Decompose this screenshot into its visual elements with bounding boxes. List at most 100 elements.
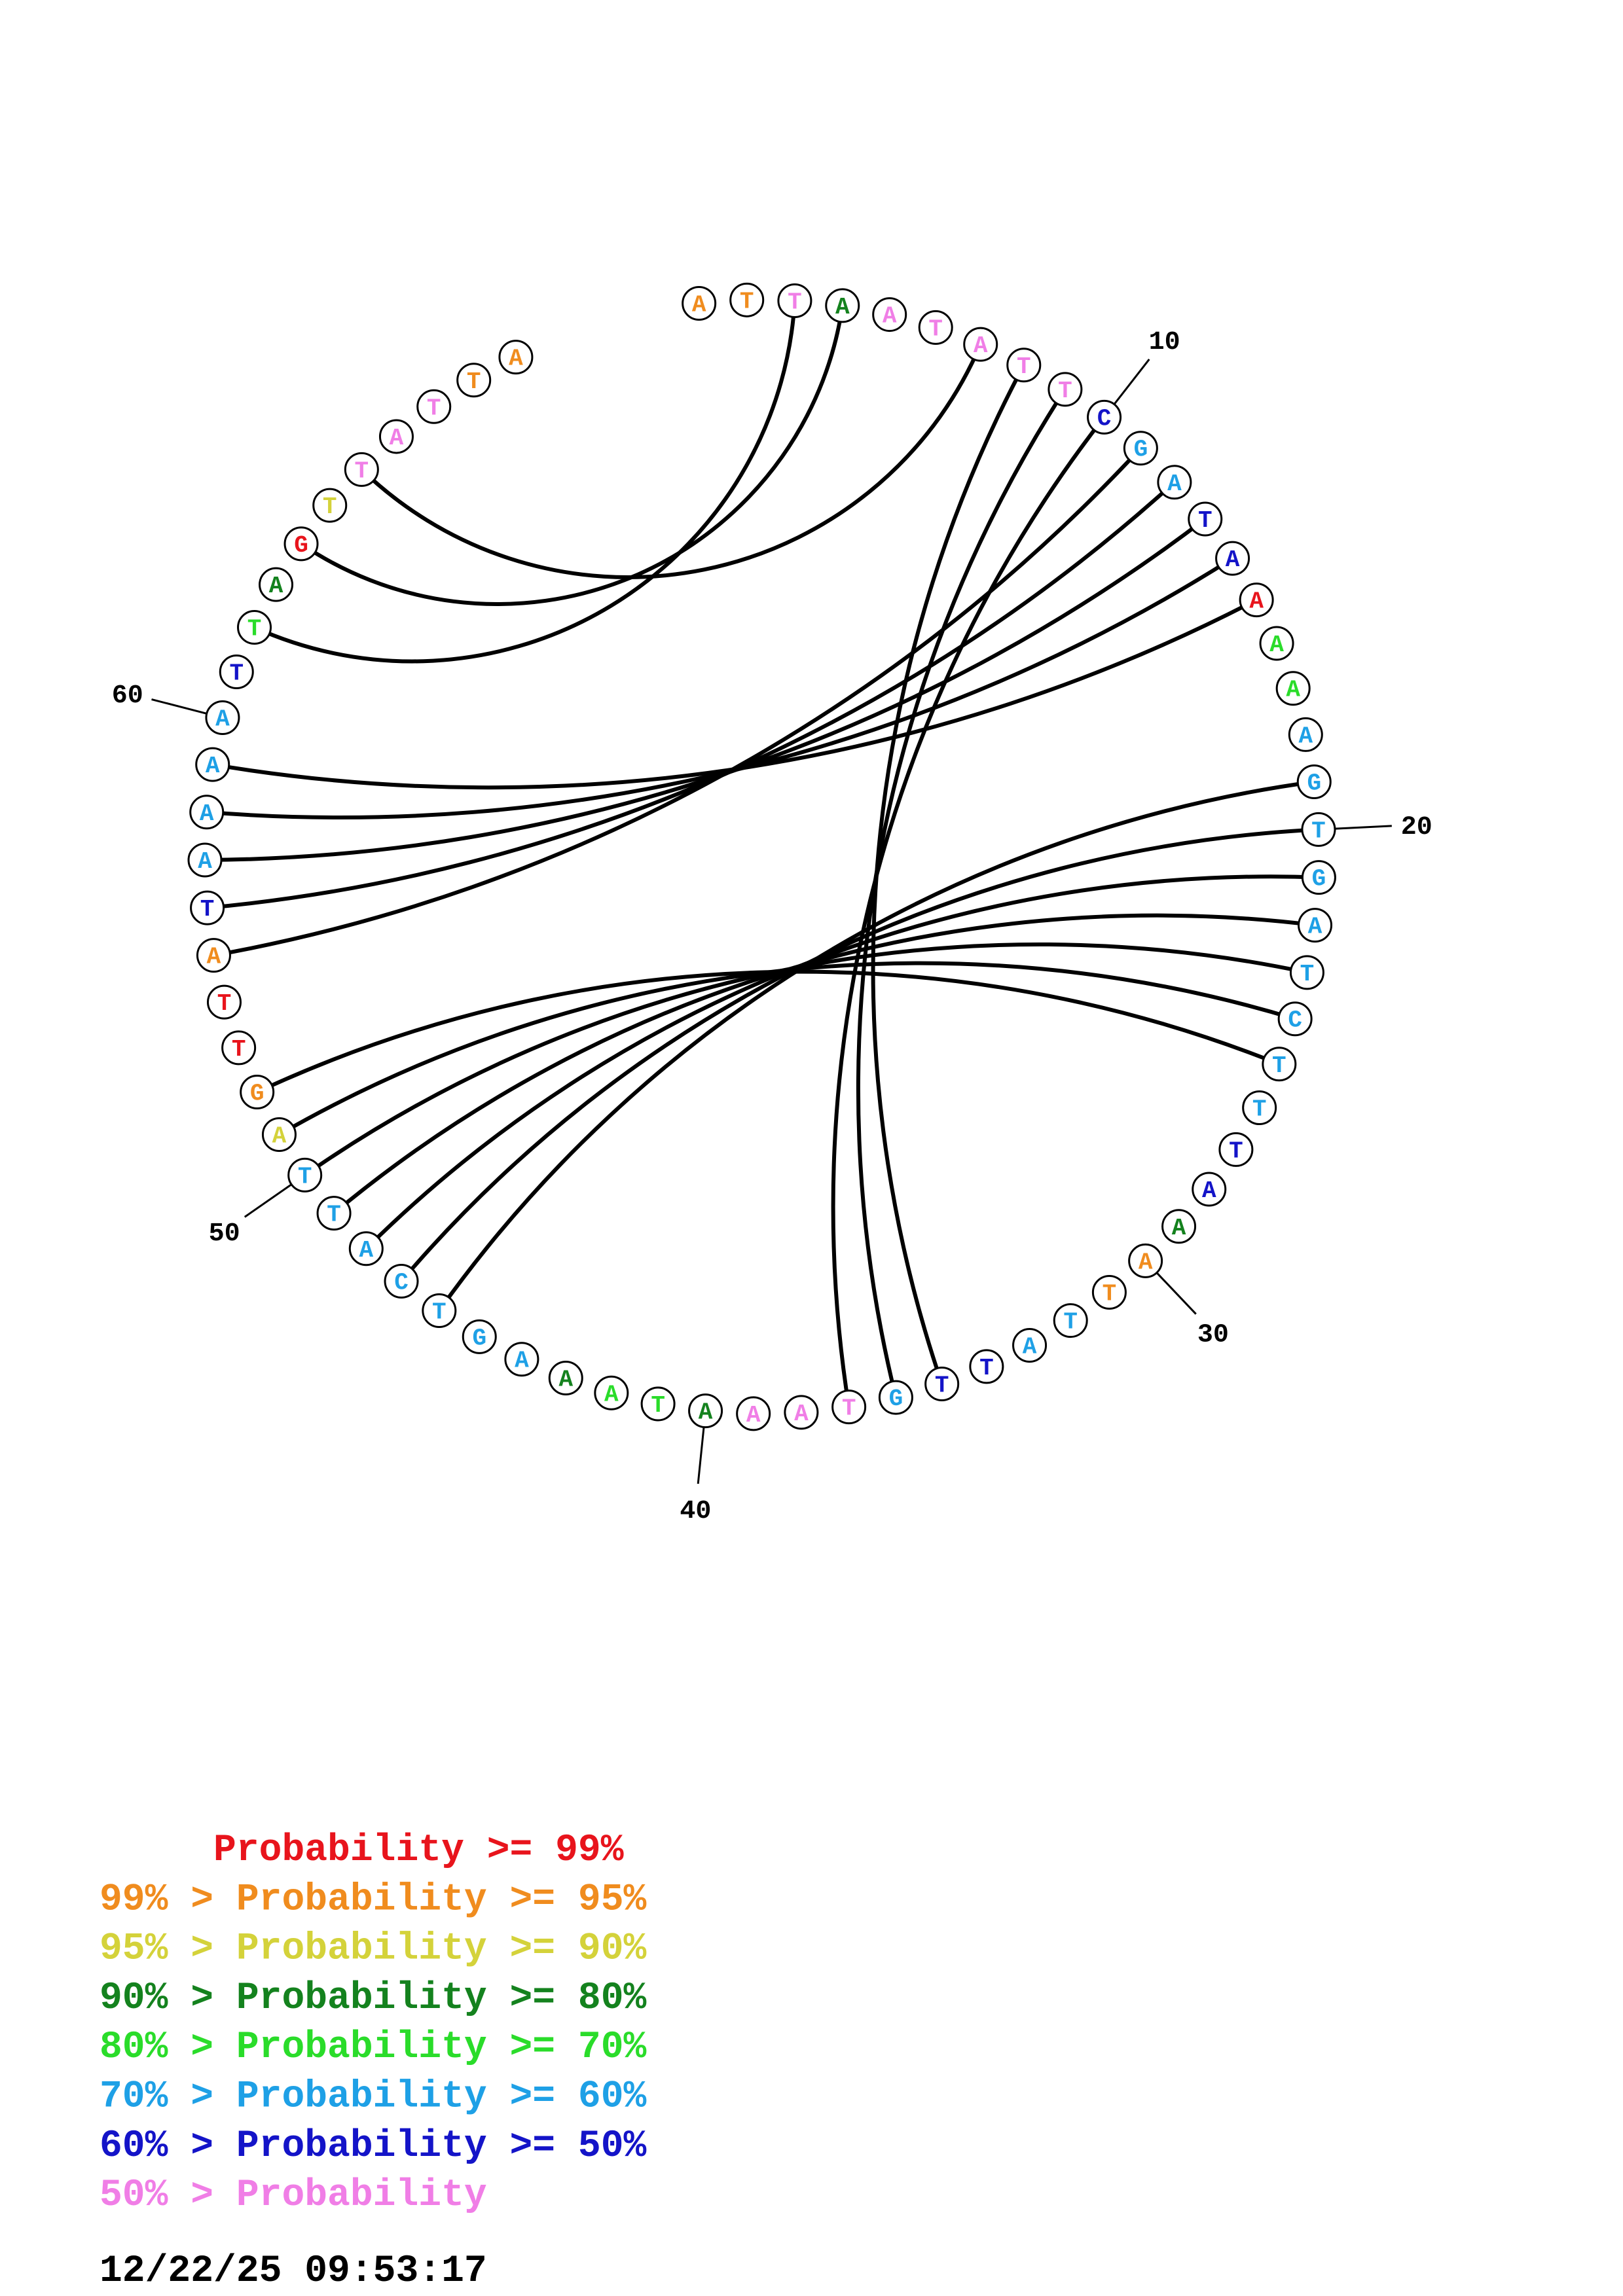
base-9: T xyxy=(1048,372,1083,407)
base-letter: C xyxy=(1097,405,1112,432)
base-letter: A xyxy=(1269,632,1284,658)
base-letter: C xyxy=(1288,1007,1302,1034)
base-letter: T xyxy=(1300,961,1315,988)
base-15: A xyxy=(1239,583,1274,618)
base-36: G xyxy=(878,1380,913,1415)
base-circle xyxy=(1262,1047,1297,1082)
tick-label-10: 10 xyxy=(1149,328,1180,357)
base-67: A xyxy=(378,419,414,454)
base-circle xyxy=(1048,372,1083,407)
base-46: T xyxy=(422,1293,457,1329)
base-letter: T xyxy=(651,1392,665,1419)
base-26: T xyxy=(1242,1090,1277,1126)
base-circle xyxy=(187,842,223,878)
base-circle xyxy=(1123,431,1158,466)
base-37: T xyxy=(831,1390,867,1425)
base-70: A xyxy=(498,340,534,375)
base-34: T xyxy=(969,1349,1004,1384)
base-letter: A xyxy=(515,1348,529,1374)
base-circle xyxy=(878,1380,913,1415)
base-4: A xyxy=(825,288,860,323)
base-letter: T xyxy=(427,395,441,422)
base-circle xyxy=(1188,501,1223,537)
base-circle xyxy=(918,310,953,345)
base-letter: T xyxy=(355,457,369,484)
legend-entry-2: 99% > Probability >= 95% xyxy=(100,1878,647,1921)
base-letter: T xyxy=(247,616,262,643)
base-circle xyxy=(1012,1328,1048,1363)
legend-entry-6: 70% > Probability >= 60% xyxy=(100,2076,647,2119)
pair-arc-3 xyxy=(360,344,983,579)
base-letter: T xyxy=(1058,378,1072,404)
base-letter: T xyxy=(432,1299,447,1326)
base-7: A xyxy=(963,327,998,362)
base-circle xyxy=(1288,717,1323,752)
base-letter: T xyxy=(323,493,337,520)
base-letter: A xyxy=(1308,914,1322,941)
base-letter: G xyxy=(472,1325,486,1352)
base-circle xyxy=(736,1396,771,1431)
base-letter: A xyxy=(692,291,706,318)
base-letter: T xyxy=(232,1036,246,1063)
base-letter: T xyxy=(1252,1096,1267,1123)
base-circle xyxy=(259,567,294,602)
base-circle xyxy=(640,1386,676,1422)
base-letter: G xyxy=(1312,866,1326,893)
base-letter: T xyxy=(1017,353,1031,380)
base-letter: G xyxy=(1134,437,1148,463)
base-letter: A xyxy=(1023,1334,1037,1361)
base-letter: T xyxy=(1198,507,1213,534)
base-letter: A xyxy=(974,332,988,359)
base-45: G xyxy=(462,1319,497,1354)
base-2: T xyxy=(729,282,765,317)
tick-label-40: 40 xyxy=(680,1497,711,1526)
base-circle xyxy=(287,1157,323,1193)
base-circle xyxy=(348,1231,384,1266)
base-circle xyxy=(237,610,272,645)
base-letter: T xyxy=(935,1372,949,1399)
base-letter: T xyxy=(1103,1280,1117,1307)
base-59: A xyxy=(195,747,230,782)
base-circle xyxy=(594,1375,629,1410)
pair-arc-4 xyxy=(871,364,1026,1385)
base-circle xyxy=(316,1196,352,1231)
base-43: A xyxy=(548,1360,583,1395)
base-circle xyxy=(456,363,492,398)
base-circle xyxy=(195,747,230,782)
probability-legend: Probability >= 99% 99% > Probability >= 9… xyxy=(100,1829,647,2217)
base-circle xyxy=(1298,908,1333,943)
base-29: A xyxy=(1161,1209,1197,1244)
base-circle xyxy=(1157,465,1192,500)
base-letter: T xyxy=(740,288,754,315)
legend-entry-7: 60% > Probability >= 50% xyxy=(100,2125,647,2168)
legend-entry-5: 80% > Probability >= 70% xyxy=(100,2026,647,2069)
base-circle xyxy=(1301,860,1336,895)
base-circle xyxy=(504,1342,539,1377)
base-53: T xyxy=(221,1030,257,1066)
base-circle xyxy=(969,1349,1004,1384)
base-circle xyxy=(784,1395,819,1430)
base-23: T xyxy=(1289,955,1324,990)
base-52: G xyxy=(240,1075,275,1110)
base-letter: A xyxy=(200,800,214,827)
base-50: T xyxy=(287,1157,323,1193)
base-letter: T xyxy=(327,1202,341,1229)
base-circle xyxy=(729,282,765,317)
base-circle xyxy=(1218,1132,1254,1167)
base-circle xyxy=(924,1366,960,1401)
base-68: T xyxy=(416,389,452,424)
base-circle xyxy=(1091,1274,1127,1310)
pair-arc-1 xyxy=(253,300,797,664)
base-61: T xyxy=(219,654,254,689)
base-letter: T xyxy=(842,1395,856,1422)
base-letter: T xyxy=(979,1355,994,1382)
base-letter: A xyxy=(1139,1249,1153,1276)
base-19: G xyxy=(1296,764,1332,799)
base-21: G xyxy=(1301,860,1336,895)
base-letter: A xyxy=(1202,1177,1216,1204)
base-circle xyxy=(240,1075,275,1110)
base-25: T xyxy=(1262,1047,1297,1082)
base-letter: A xyxy=(1298,723,1313,749)
base-circle xyxy=(1301,812,1336,847)
base-circle xyxy=(312,488,348,523)
